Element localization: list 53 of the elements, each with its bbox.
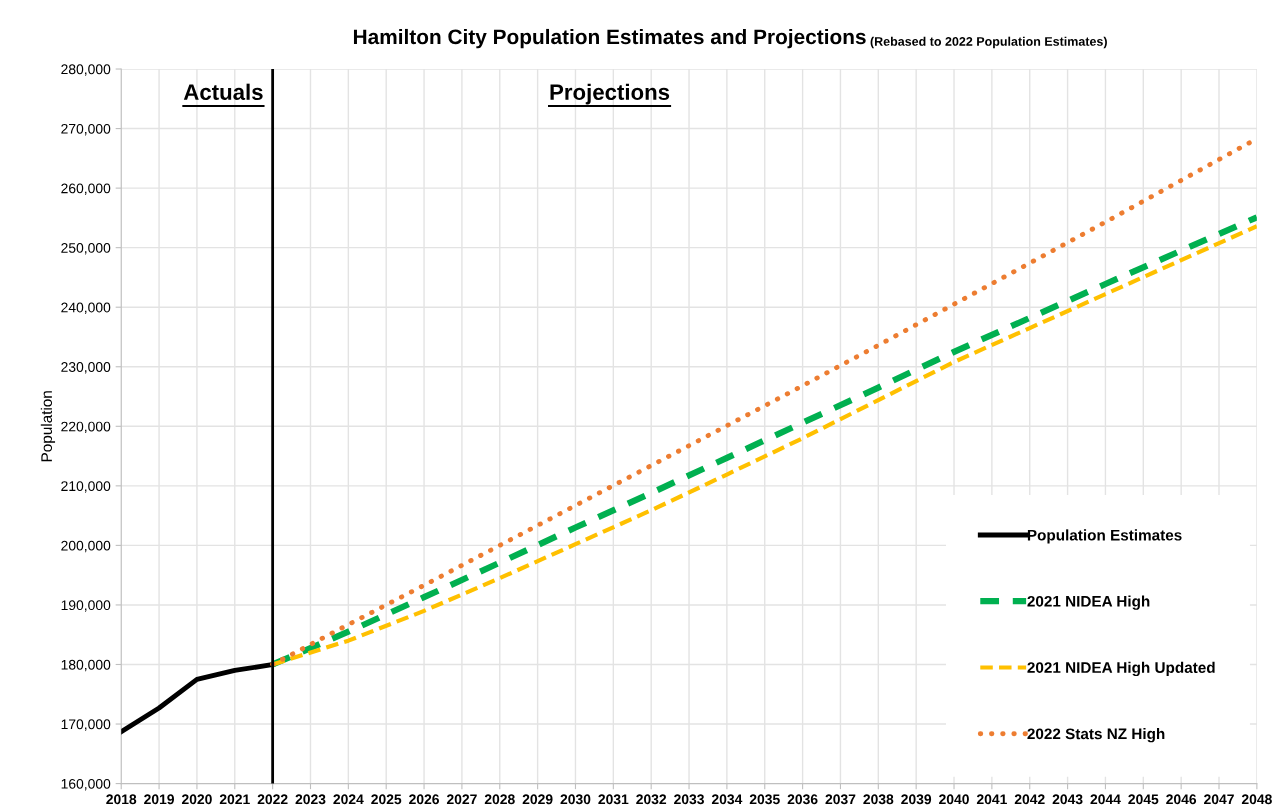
- chart-title: Hamilton City Population Estimates and Projections: [353, 28, 866, 49]
- x-tick-label: 2042: [1014, 794, 1045, 805]
- annotation: Actuals: [183, 83, 263, 100]
- y-tick-label: 220,000: [61, 421, 111, 434]
- x-tick-label: 2028: [484, 794, 515, 805]
- x-tick-label: 2038: [863, 794, 894, 805]
- y-tick-label: 210,000: [61, 481, 111, 493]
- x-tick-label: 2029: [522, 794, 553, 805]
- x-tick-label: 2040: [939, 794, 969, 805]
- x-tick-label: 2034: [711, 794, 743, 805]
- x-tick-label: 2021: [219, 794, 250, 805]
- x-tick-label: 2046: [1166, 794, 1197, 805]
- x-tick-label: 2019: [144, 794, 175, 805]
- y-tick-label: 180,000: [61, 659, 111, 672]
- legend-label: 2022 Stats NZ High: [1027, 728, 1165, 743]
- legend-label: Population Estimates: [1027, 529, 1182, 544]
- x-tick-label: 2026: [409, 794, 440, 805]
- y-tick-label: 170,000: [61, 719, 111, 731]
- y-tick-label: 270,000: [61, 123, 111, 136]
- y-tick-label: 200,000: [61, 540, 111, 553]
- x-tick-label: 2035: [749, 794, 780, 805]
- x-tick-label: 2024: [333, 794, 364, 805]
- x-tick-label: 2025: [371, 794, 402, 805]
- x-tick-label: 2036: [787, 794, 818, 805]
- x-tick-label: 2022: [257, 794, 288, 805]
- x-tick-label: 2043: [1052, 794, 1083, 805]
- chart-subtitle: (Rebased to 2022 Population Estimates): [870, 36, 1107, 49]
- y-tick-label: 230,000: [61, 362, 111, 374]
- y-tick-label: 280,000: [61, 64, 111, 76]
- x-tick-label: 2023: [295, 794, 326, 805]
- x-tick-label: 2044: [1090, 794, 1121, 805]
- y-tick-label: 190,000: [61, 600, 111, 612]
- x-tick-label: 2031: [598, 794, 629, 805]
- y-tick-label: 260,000: [61, 183, 111, 195]
- x-tick-label: 2037: [825, 794, 856, 805]
- x-tick-label: 2047: [1204, 794, 1234, 805]
- x-tick-label: 2045: [1128, 794, 1159, 805]
- x-tick-label: 2039: [901, 794, 932, 805]
- y-axis-title: Population: [40, 391, 56, 462]
- x-tick-label: 2018: [106, 794, 137, 805]
- y-tick-label: 160,000: [61, 778, 111, 791]
- x-tick-label: 2048: [1241, 794, 1272, 805]
- y-tick-label: 240,000: [61, 302, 111, 315]
- legend-label: 2021 NIDEA High: [1027, 595, 1150, 610]
- x-tick-label: 2027: [446, 794, 477, 805]
- annotation: Projections: [550, 83, 670, 105]
- legend-label: 2021 NIDEA High Updated: [1027, 661, 1215, 677]
- x-tick-label: 2041: [976, 794, 1007, 805]
- y-tick-label: 250,000: [61, 242, 111, 255]
- x-tick-label: 2030: [560, 794, 591, 805]
- x-tick-label: 2020: [181, 794, 212, 805]
- x-tick-label: 2032: [636, 794, 667, 805]
- x-tick-label: 2033: [674, 794, 704, 805]
